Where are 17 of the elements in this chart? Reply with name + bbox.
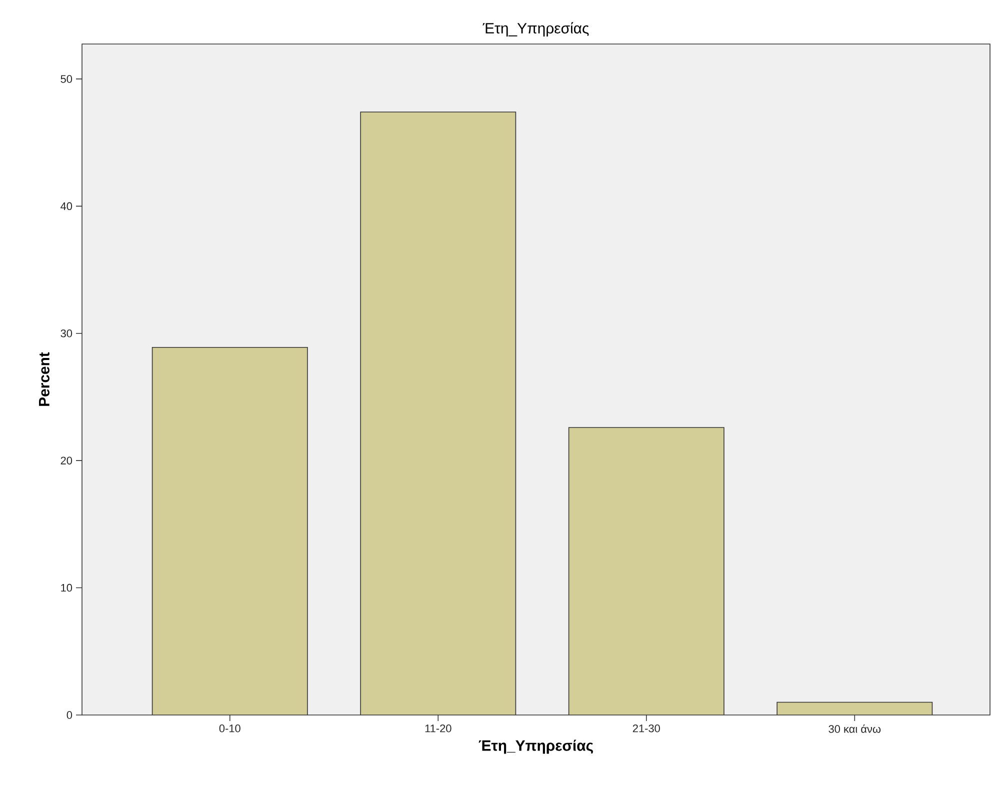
x-tick-label: 11-20	[425, 724, 452, 732]
bar	[152, 346, 308, 715]
y-tick-label: 0	[66, 711, 72, 719]
x-tick-label: 21-30	[632, 724, 660, 732]
chart-title: Έτη_Υπηρεσίας	[482, 22, 589, 36]
x-tick-label: 30 και άνω	[828, 724, 881, 733]
y-tick-label: 30	[60, 330, 72, 338]
y-axis-title: Percent	[39, 352, 50, 406]
y-tick-label: 10	[61, 584, 72, 592]
y-tick-label: 20	[60, 456, 72, 464]
y-tick-label: 50	[60, 75, 72, 83]
x-tick-label: 0-10	[219, 724, 240, 732]
x-axis-title: Έτη_Υπηρεσίας	[478, 740, 593, 754]
bar	[776, 702, 933, 715]
y-tick-label: 40	[60, 202, 72, 210]
bar	[360, 112, 516, 715]
bar	[568, 428, 724, 715]
